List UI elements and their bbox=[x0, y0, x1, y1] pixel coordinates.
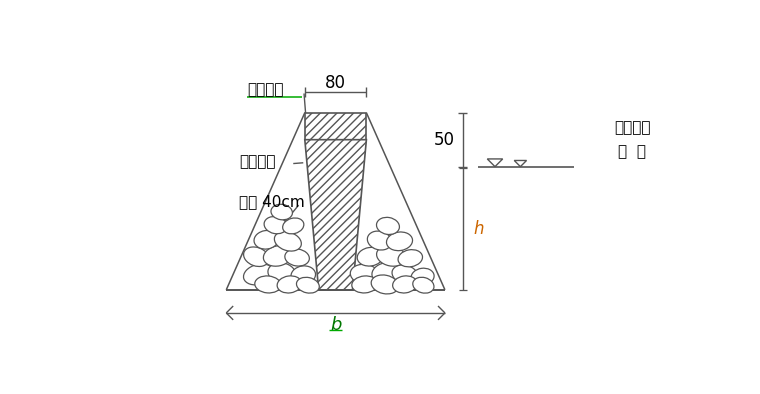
Ellipse shape bbox=[393, 276, 417, 293]
Text: 防渗心墙: 防渗心墙 bbox=[239, 154, 276, 169]
Ellipse shape bbox=[244, 247, 269, 266]
Ellipse shape bbox=[254, 230, 279, 249]
Ellipse shape bbox=[411, 268, 434, 285]
Ellipse shape bbox=[376, 217, 400, 234]
Ellipse shape bbox=[243, 264, 274, 285]
Ellipse shape bbox=[371, 275, 398, 294]
Ellipse shape bbox=[387, 232, 413, 251]
Ellipse shape bbox=[357, 247, 383, 266]
Polygon shape bbox=[305, 140, 366, 290]
Ellipse shape bbox=[277, 276, 302, 293]
Text: 80: 80 bbox=[325, 74, 346, 92]
Text: 围堰顶高: 围堰顶高 bbox=[614, 121, 651, 136]
Ellipse shape bbox=[255, 276, 281, 293]
Ellipse shape bbox=[285, 249, 309, 266]
Ellipse shape bbox=[268, 263, 296, 283]
Ellipse shape bbox=[264, 246, 293, 266]
Ellipse shape bbox=[398, 250, 423, 267]
Ellipse shape bbox=[392, 265, 418, 284]
Text: 宽度 40cm: 宽度 40cm bbox=[239, 194, 305, 209]
Ellipse shape bbox=[376, 246, 406, 266]
Polygon shape bbox=[305, 113, 366, 140]
Text: 水  位: 水 位 bbox=[618, 144, 646, 159]
Ellipse shape bbox=[271, 204, 293, 220]
Ellipse shape bbox=[413, 277, 434, 293]
Ellipse shape bbox=[296, 277, 319, 293]
Ellipse shape bbox=[291, 266, 315, 284]
Ellipse shape bbox=[283, 218, 304, 234]
Ellipse shape bbox=[372, 263, 399, 283]
Ellipse shape bbox=[350, 264, 379, 284]
Text: 草包叠排: 草包叠排 bbox=[247, 82, 283, 97]
Ellipse shape bbox=[264, 217, 287, 234]
Text: 50: 50 bbox=[434, 131, 455, 149]
Text: b: b bbox=[330, 316, 341, 334]
Text: h: h bbox=[473, 220, 484, 238]
Ellipse shape bbox=[367, 231, 391, 250]
Ellipse shape bbox=[352, 276, 378, 293]
Ellipse shape bbox=[274, 232, 302, 251]
